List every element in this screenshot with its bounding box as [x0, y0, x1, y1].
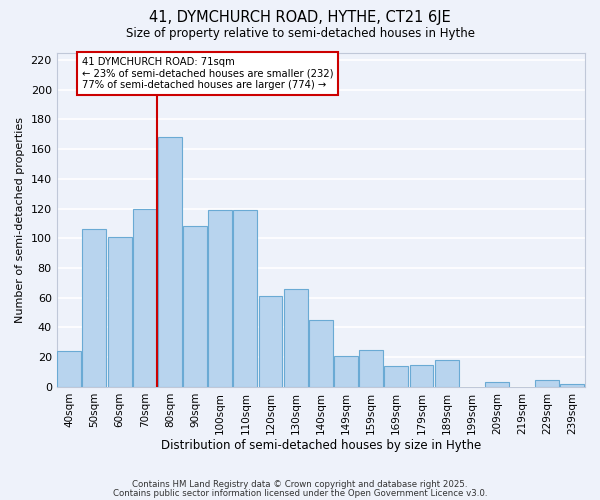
Bar	[158, 137, 182, 387]
Bar	[57, 352, 81, 387]
Bar	[233, 210, 257, 387]
Bar	[133, 208, 157, 387]
Bar	[82, 230, 106, 387]
Text: Contains HM Land Registry data © Crown copyright and database right 2025.: Contains HM Land Registry data © Crown c…	[132, 480, 468, 489]
Bar	[410, 364, 433, 387]
Bar	[334, 356, 358, 387]
Text: 41 DYMCHURCH ROAD: 71sqm
← 23% of semi-detached houses are smaller (232)
77% of : 41 DYMCHURCH ROAD: 71sqm ← 23% of semi-d…	[82, 57, 334, 90]
Bar	[434, 360, 458, 387]
Text: Contains public sector information licensed under the Open Government Licence v3: Contains public sector information licen…	[113, 488, 487, 498]
Bar	[309, 320, 333, 387]
Y-axis label: Number of semi-detached properties: Number of semi-detached properties	[15, 116, 25, 322]
Bar	[183, 226, 207, 387]
Bar	[535, 380, 559, 387]
Bar	[485, 382, 509, 387]
Bar	[259, 296, 283, 387]
Bar	[560, 384, 584, 387]
X-axis label: Distribution of semi-detached houses by size in Hythe: Distribution of semi-detached houses by …	[161, 440, 481, 452]
Bar	[284, 289, 308, 387]
Bar	[385, 366, 408, 387]
Bar	[359, 350, 383, 387]
Text: 41, DYMCHURCH ROAD, HYTHE, CT21 6JE: 41, DYMCHURCH ROAD, HYTHE, CT21 6JE	[149, 10, 451, 25]
Text: Size of property relative to semi-detached houses in Hythe: Size of property relative to semi-detach…	[125, 28, 475, 40]
Bar	[208, 210, 232, 387]
Bar	[107, 237, 131, 387]
